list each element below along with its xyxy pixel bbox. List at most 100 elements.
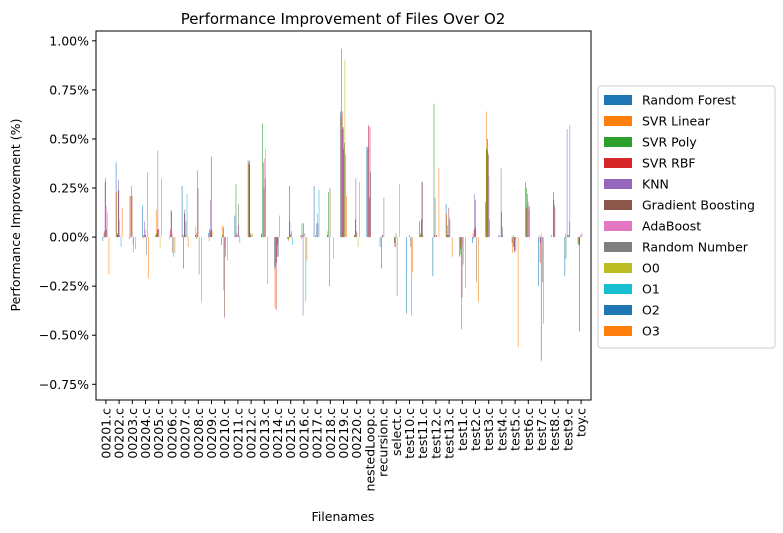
bar	[473, 237, 474, 240]
bar	[208, 233, 209, 238]
bar	[172, 237, 173, 253]
x-tick-label: toy.c	[574, 408, 589, 437]
bar	[129, 237, 130, 240]
chart-title: Performance Improvement of Files Over O2	[181, 10, 506, 28]
legend: Random Forest SVR Linear SVR Poly SVR RBF KN…	[597, 85, 776, 349]
bar	[265, 148, 266, 238]
bar	[538, 237, 539, 287]
bar	[159, 237, 161, 249]
bar	[157, 150, 159, 238]
bar	[171, 233, 173, 238]
bar	[422, 235, 424, 238]
bar	[248, 162, 249, 238]
y-tick-label: −0.50%	[39, 328, 89, 343]
bar	[264, 158, 265, 238]
legend-label: O0	[642, 261, 660, 276]
x-tick-label: 00217.c	[310, 408, 325, 459]
bar	[209, 231, 211, 238]
bar	[212, 231, 214, 238]
y-tick-label: 0.50%	[49, 131, 89, 146]
bar	[381, 237, 382, 269]
bar	[306, 237, 308, 261]
bar	[406, 237, 407, 314]
bar	[250, 235, 251, 238]
bar	[148, 237, 149, 279]
x-tick-label: 00215.c	[283, 408, 298, 459]
bar	[247, 160, 249, 238]
bar	[554, 207, 556, 238]
bar	[502, 227, 503, 238]
bar	[581, 233, 583, 238]
bar	[102, 237, 104, 242]
bar	[250, 233, 252, 238]
bar	[186, 235, 187, 238]
bar	[382, 235, 384, 238]
bar	[420, 233, 422, 238]
bar	[184, 209, 186, 238]
bar	[248, 164, 250, 238]
x-tick-label: 00216.c	[296, 408, 311, 459]
bar	[578, 237, 579, 243]
bar	[301, 237, 302, 240]
bar	[369, 127, 371, 238]
x-tick-label: nestedLoop.c	[362, 408, 377, 492]
bar	[368, 125, 369, 238]
bar	[133, 237, 134, 253]
bar	[448, 235, 449, 238]
bar	[142, 205, 143, 238]
bar	[145, 229, 147, 238]
bar	[344, 60, 346, 238]
bar	[476, 237, 477, 283]
bar	[105, 178, 106, 238]
bar	[542, 237, 543, 283]
bar	[197, 170, 198, 238]
bar	[329, 188, 331, 238]
bar	[171, 211, 172, 238]
bar	[277, 237, 279, 245]
bar	[106, 229, 107, 238]
bar	[512, 237, 513, 253]
bar	[499, 235, 500, 238]
bar	[421, 182, 423, 238]
bar	[221, 225, 223, 238]
bar	[327, 231, 329, 238]
bar	[344, 142, 345, 238]
bar	[340, 115, 342, 238]
bar	[155, 209, 157, 238]
bar	[223, 237, 225, 291]
bar	[146, 237, 147, 255]
bar	[290, 233, 292, 238]
bar	[224, 237, 226, 249]
bar	[263, 162, 264, 238]
bar	[185, 235, 186, 238]
bar	[411, 237, 412, 316]
x-axis-label: Filenames	[312, 509, 375, 524]
bar	[408, 235, 410, 238]
bar	[315, 235, 316, 238]
x-tick-label: 00212.c	[244, 408, 259, 459]
bar	[115, 162, 117, 238]
x-tick-label: 00213.c	[257, 408, 272, 459]
bar	[369, 197, 370, 238]
bar	[421, 219, 422, 238]
bar	[449, 219, 451, 238]
bar	[181, 186, 183, 238]
bar	[526, 207, 528, 238]
bar	[487, 150, 489, 238]
bar	[370, 172, 371, 238]
bar	[186, 193, 188, 238]
y-tick-label: −0.75%	[39, 377, 89, 392]
bar	[317, 223, 319, 238]
bar	[357, 237, 359, 247]
bar	[342, 127, 344, 238]
bar	[356, 231, 357, 238]
bar	[345, 154, 346, 238]
y-axis-label: Performance Improvement (%)	[8, 119, 23, 312]
bar	[288, 237, 290, 240]
x-tick-label: test6.c	[521, 408, 536, 451]
bar	[462, 237, 463, 245]
bar	[121, 207, 123, 238]
legend-swatch	[604, 305, 632, 315]
x-tick-label: test1.c	[455, 408, 470, 451]
bar	[195, 227, 197, 238]
